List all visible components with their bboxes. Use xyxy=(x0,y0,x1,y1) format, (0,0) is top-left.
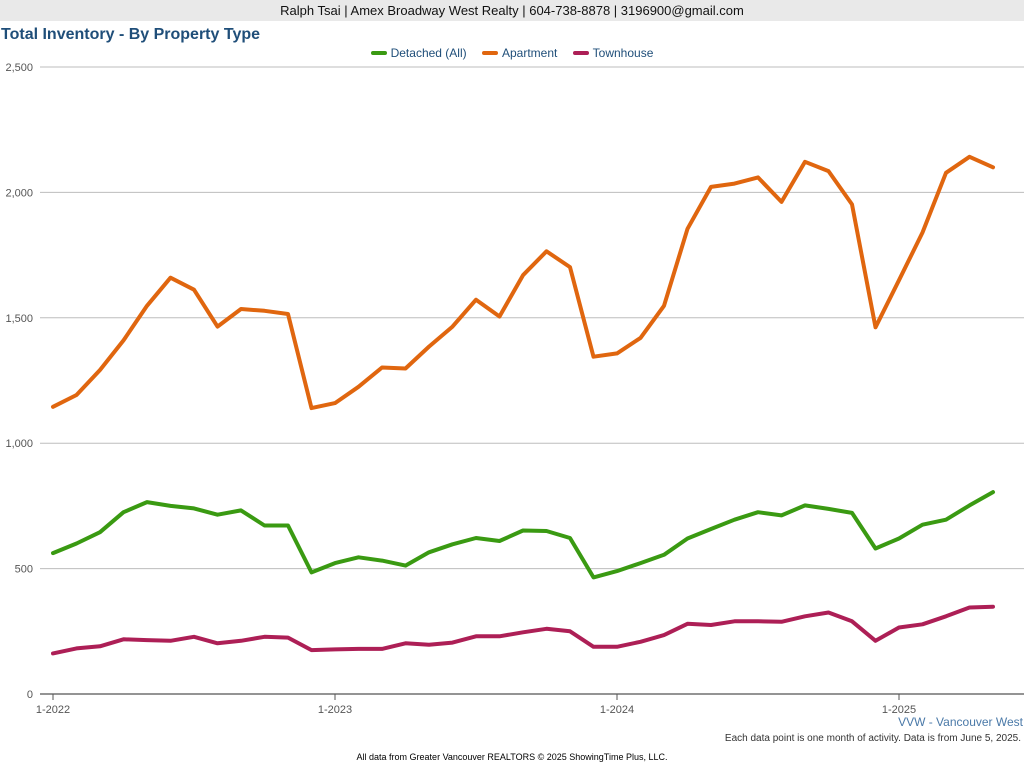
detached-series-line xyxy=(51,490,995,580)
legend-label-townhouse: Townhouse xyxy=(592,46,654,60)
legend-item-detached[interactable]: Detached (All) xyxy=(370,46,467,60)
townhouse-series-line xyxy=(51,604,995,656)
x-tick-label: 1-2025 xyxy=(882,704,916,716)
legend-label-detached: Detached (All) xyxy=(390,46,467,60)
y-tick-label: 500 xyxy=(15,564,33,576)
data-note: Each data point is one month of activity… xyxy=(724,733,1021,744)
legend-swatch-detached xyxy=(370,50,387,55)
chart-legend: Detached (All) Apartment Townhouse xyxy=(0,46,1024,60)
region-label: VVW - Vancouver West xyxy=(898,715,1023,729)
contact-header: Ralph Tsai | Amex Broadway West Realty |… xyxy=(0,0,1024,21)
legend-item-townhouse[interactable]: Townhouse xyxy=(572,46,654,60)
legend-label-apartment: Apartment xyxy=(501,46,558,60)
chart-title: Total Inventory - By Property Type xyxy=(1,26,261,43)
x-tick-label: 1-2024 xyxy=(600,704,634,716)
y-tick-label: 0 xyxy=(27,689,33,701)
x-tick-label: 1-2022 xyxy=(36,704,70,716)
y-tick-label: 1,500 xyxy=(5,313,33,325)
data-credit: All data from Greater Vancouver REALTORS… xyxy=(356,752,668,762)
y-tick-label: 1,000 xyxy=(5,438,33,450)
y-tick-label: 2,000 xyxy=(5,187,33,199)
x-tick-label: 1-2023 xyxy=(318,704,352,716)
legend-item-apartment[interactable]: Apartment xyxy=(481,46,558,60)
legend-swatch-apartment xyxy=(481,50,498,55)
y-tick-label: 2,500 xyxy=(5,62,33,74)
legend-swatch-townhouse xyxy=(572,50,589,55)
apartment-series-line xyxy=(51,154,995,411)
